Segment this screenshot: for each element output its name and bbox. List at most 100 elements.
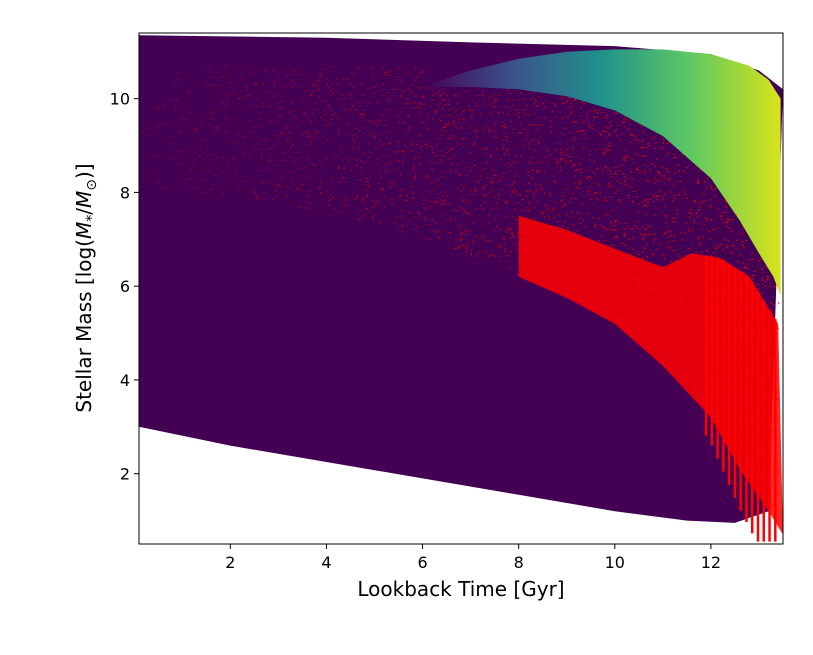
scatter-point [254,127,256,129]
scatter-point [273,85,275,87]
scatter-point [293,115,295,118]
scatter-point [588,186,591,188]
scatter-point [518,116,521,118]
scatter-point [295,125,297,127]
scatter-point [566,153,568,156]
scatter-point [754,318,757,320]
scatter-point [337,117,339,120]
scatter-point [369,177,371,179]
scatter-point [442,99,444,101]
scatter-point [366,208,368,210]
scatter-point [409,219,412,221]
scatter-point [594,224,597,226]
scatter-point [534,224,536,227]
scatter-point [609,170,611,172]
scatter-point [608,293,610,296]
scatter-point [176,150,179,152]
scatter-point [207,170,210,173]
scatter-point [302,184,304,186]
scatter-point [273,69,275,71]
scatter-point [736,435,739,437]
scatter-point [280,96,282,98]
scatter-point [655,180,657,182]
scatter-point [188,111,191,113]
scatter-point [503,242,506,245]
scatter-point [720,214,722,217]
scatter-point [673,367,676,369]
scatter-point [469,152,472,154]
scatter-point [724,313,726,315]
scatter-point [246,89,249,91]
scatter-point [631,134,634,136]
scatter-point [361,114,363,117]
scatter-point [629,322,631,324]
scatter-point [566,273,568,275]
scatter-point [489,254,491,256]
scatter-point [548,266,550,268]
scatter-point [642,251,644,253]
scatter-point [236,188,239,190]
scatter-point [592,278,594,281]
scatter-point [255,81,257,84]
scatter-point [736,338,739,341]
scatter-point [614,220,616,222]
scatter-point [641,140,643,142]
scatter-point [551,175,553,177]
scatter-point [770,357,773,359]
scatter-point [541,213,544,215]
scatter-point [739,254,741,256]
scatter-point [667,230,669,232]
scatter-point [240,77,242,80]
scatter-point [534,183,536,185]
scatter-point [279,133,281,136]
scatter-point [331,118,333,120]
scatter-point [281,130,283,133]
scatter-point [441,223,443,225]
scatter-point [305,131,307,133]
scatter-point [493,230,495,232]
scatter-point [254,73,256,75]
scatter-point [564,160,567,162]
scatter-point [394,84,396,86]
scatter-point [578,276,580,278]
scatter-point [482,147,485,149]
scatter-point [392,89,394,91]
scatter-point [383,206,386,209]
scatter-point [738,356,740,358]
scatter-point [484,195,486,198]
scatter-point [468,212,470,215]
scatter-point [422,70,424,72]
scatter-point [311,83,314,86]
scatter-point [624,160,626,162]
scatter-point [755,365,757,367]
scatter-point [645,178,647,181]
scatter-point [640,146,643,148]
scatter-point [400,210,403,212]
scatter-point [623,121,625,123]
scatter-point [296,151,299,154]
scatter-point [637,203,639,205]
scatter-point [541,161,543,164]
scatter-point [742,447,745,449]
scatter-point [333,208,335,210]
scatter-point [577,299,579,302]
scatter-point [556,282,559,285]
scatter-point [648,344,651,346]
scatter-point [721,413,723,416]
scatter-point [421,71,424,73]
scatter-point [692,310,694,312]
scatter-point [453,155,455,157]
scatter-point [618,289,620,291]
scatter-point [360,81,363,83]
scatter-point [320,180,322,182]
scatter-point [701,252,703,254]
scatter-point [651,262,653,264]
scatter-point [286,139,288,141]
scatter-point [657,283,659,285]
scatter-point [302,133,304,135]
scatter-point [278,119,280,121]
scatter-point [533,112,535,115]
scatter-point [471,113,473,115]
scatter-point [414,172,416,175]
scatter-point [553,217,555,219]
